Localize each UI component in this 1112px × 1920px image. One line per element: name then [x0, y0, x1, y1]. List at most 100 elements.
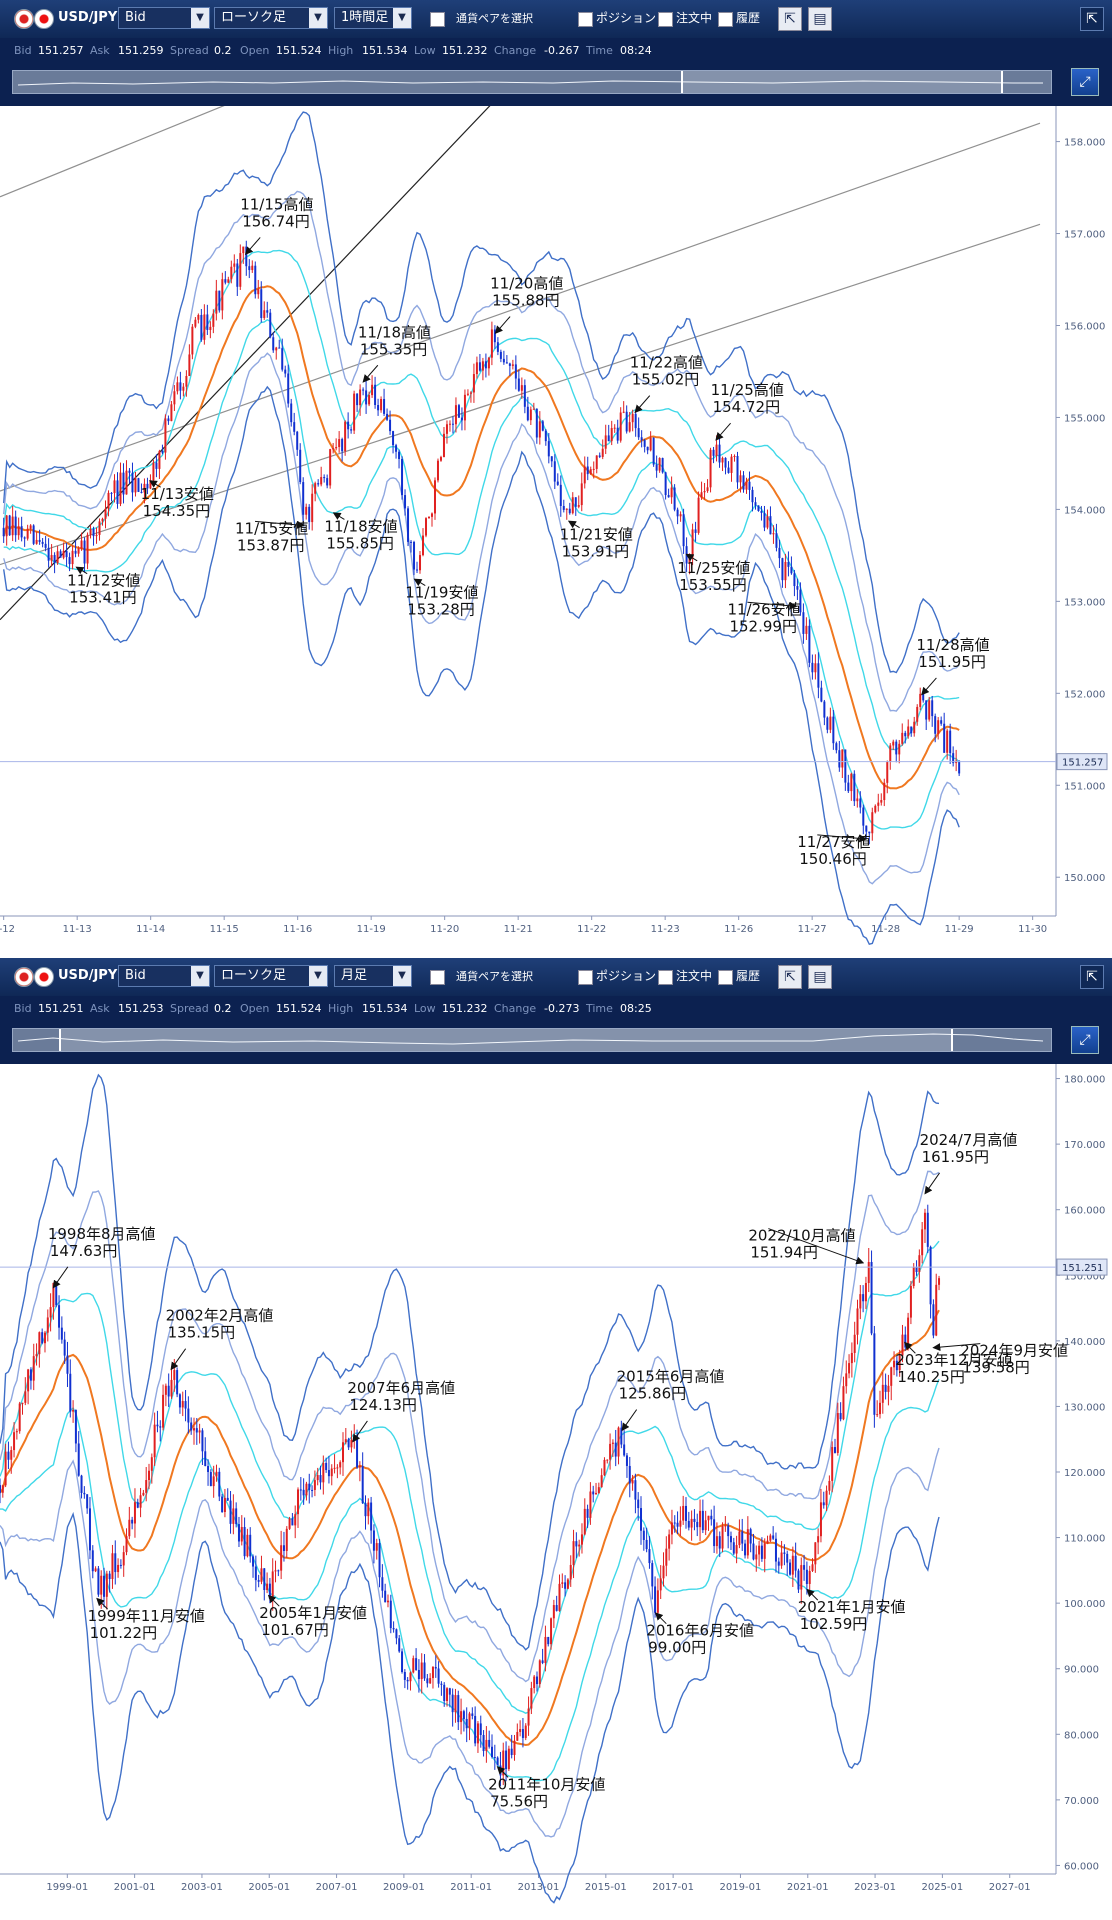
candle-body	[614, 1442, 617, 1457]
timeframe-select[interactable]: 1時間足 ▼	[334, 7, 412, 29]
candle-body	[0, 1485, 1, 1493]
x-tick-label: 2017-01	[652, 1882, 694, 1893]
candle-body	[550, 1618, 553, 1645]
collapse-icon[interactable]: ⇱	[1080, 7, 1104, 31]
position-checkbox[interactable]	[578, 12, 593, 27]
navigator-window[interactable]	[59, 1029, 953, 1051]
annotation-arrow	[924, 1172, 940, 1195]
candlestick-chart-monthly[interactable]: 180.000 170.000 160.000 150.000 140.000 130.0…	[0, 1064, 1112, 1916]
candle-body	[429, 1678, 432, 1684]
navigator-scrollbar[interactable]	[12, 1028, 1052, 1052]
candle-body	[412, 1658, 415, 1673]
price-type-select[interactable]: Bid ▼	[118, 965, 210, 987]
fit-view-icon[interactable]: ⤢	[1071, 68, 1099, 96]
candle-body	[718, 444, 721, 463]
candle-body	[107, 492, 110, 509]
candle-body	[203, 314, 206, 340]
chart-area-monthly[interactable]: 180.000 170.000 160.000 150.000 140.000 130.0…	[0, 1064, 1112, 1920]
candle-body	[521, 1729, 524, 1738]
candle-body	[752, 1543, 755, 1560]
trend-line	[0, 12, 453, 198]
candle-body	[466, 393, 469, 395]
candle-body	[281, 348, 284, 370]
candle-body	[162, 1394, 165, 1428]
candle-body	[356, 393, 359, 406]
candle-body	[604, 435, 607, 449]
x-tick-label: 11-21	[504, 924, 533, 935]
timeframe-select[interactable]: 月足 ▼	[334, 965, 412, 987]
candle-body	[735, 1545, 738, 1554]
fit-view-icon[interactable]: ⤢	[1071, 1026, 1099, 1054]
pair-select-checkbox[interactable]	[430, 12, 445, 27]
settings-panel-icon[interactable]: ▤	[808, 7, 832, 31]
candle-body	[803, 1565, 806, 1570]
navigator-window[interactable]	[681, 71, 1003, 93]
candle-body	[56, 551, 59, 563]
export-icon[interactable]: ⇱	[778, 7, 802, 31]
candle-body	[188, 354, 191, 376]
y-tick-label: 90.000	[1064, 1665, 1099, 1676]
candle-body	[656, 1590, 659, 1613]
annotation-date-label: 2002年2月高値	[166, 1307, 274, 1325]
candle-body	[732, 1542, 735, 1554]
annotation-price-label: 135.15円	[168, 1324, 236, 1342]
pair-select-label[interactable]: 通貨ペアを選択	[456, 12, 533, 25]
candle-body	[787, 561, 790, 567]
x-tick-label: 2013-01	[518, 1882, 560, 1893]
candle-body	[274, 1570, 277, 1572]
annotation-price-label: 156.74円	[242, 212, 310, 230]
candle-body	[29, 1369, 32, 1381]
chart-panel-monthly: USD/JPY Bid ▼ ローソク足 ▼ 月足 ▼ 通貨ペアを選択 ポジション…	[0, 958, 1112, 1916]
chart-type-select[interactable]: ローソク足 ▼	[214, 965, 328, 987]
candle-body	[774, 1538, 777, 1562]
export-icon[interactable]: ⇱	[778, 965, 802, 989]
pair-select-checkbox[interactable]	[430, 970, 445, 985]
annotation-arrow	[496, 1765, 509, 1778]
candle-body	[648, 1549, 651, 1564]
pair-select-label[interactable]: 通貨ペアを選択	[456, 970, 533, 983]
navigator-scrollbar[interactable]	[12, 70, 1052, 94]
open-label: Open	[240, 1002, 270, 1015]
candle-body	[133, 1502, 136, 1524]
history-checkbox[interactable]	[718, 970, 733, 985]
candle-body	[59, 551, 62, 558]
candle-body	[80, 540, 83, 549]
candle-body	[439, 457, 442, 461]
candle-body	[758, 1545, 761, 1555]
annotation-price-label: 161.95円	[922, 1148, 990, 1166]
trend-line	[0, 122, 1041, 492]
annotation-price-label: 101.67円	[261, 1621, 329, 1639]
candle-body	[800, 1565, 803, 1590]
candle-body	[156, 1424, 159, 1427]
candle-body	[802, 612, 805, 634]
annotation-arrow	[75, 566, 88, 575]
candle-body	[742, 475, 745, 490]
candle-body	[649, 437, 652, 451]
candle-body	[330, 1468, 333, 1477]
candle-body	[347, 421, 350, 430]
collapse-icon[interactable]: ⇱	[1080, 965, 1104, 989]
candle-body	[721, 1526, 724, 1549]
candle-body	[278, 347, 281, 349]
settings-panel-icon[interactable]: ▤	[808, 965, 832, 989]
annotation-date-label: 11/18安値	[324, 517, 397, 535]
order-checkbox[interactable]	[658, 12, 673, 27]
candle-body	[836, 1413, 839, 1453]
candle-body	[738, 1531, 741, 1546]
price-type-select[interactable]: Bid ▼	[118, 7, 210, 29]
annotation-price-label: 155.88円	[492, 292, 559, 310]
candlestick-chart-hourly[interactable]: 158.000 157.000 156.000 155.000 154.000 153.0…	[0, 12, 1112, 955]
annotation-price-label: 152.99円	[729, 617, 797, 635]
candle-body	[344, 421, 347, 452]
candle-body	[17, 526, 20, 536]
chart-type-select[interactable]: ローソク足 ▼	[214, 7, 328, 29]
candle-body	[559, 484, 562, 506]
candle-body	[413, 541, 416, 570]
history-checkbox[interactable]	[718, 12, 733, 27]
candle-body	[89, 528, 92, 535]
chart-area-hourly[interactable]: 158.000 157.000 156.000 155.000 154.000 153.0…	[0, 12, 1112, 959]
position-checkbox[interactable]	[578, 970, 593, 985]
position-label: ポジション	[596, 969, 657, 983]
order-checkbox[interactable]	[658, 970, 673, 985]
candle-body	[221, 279, 224, 311]
